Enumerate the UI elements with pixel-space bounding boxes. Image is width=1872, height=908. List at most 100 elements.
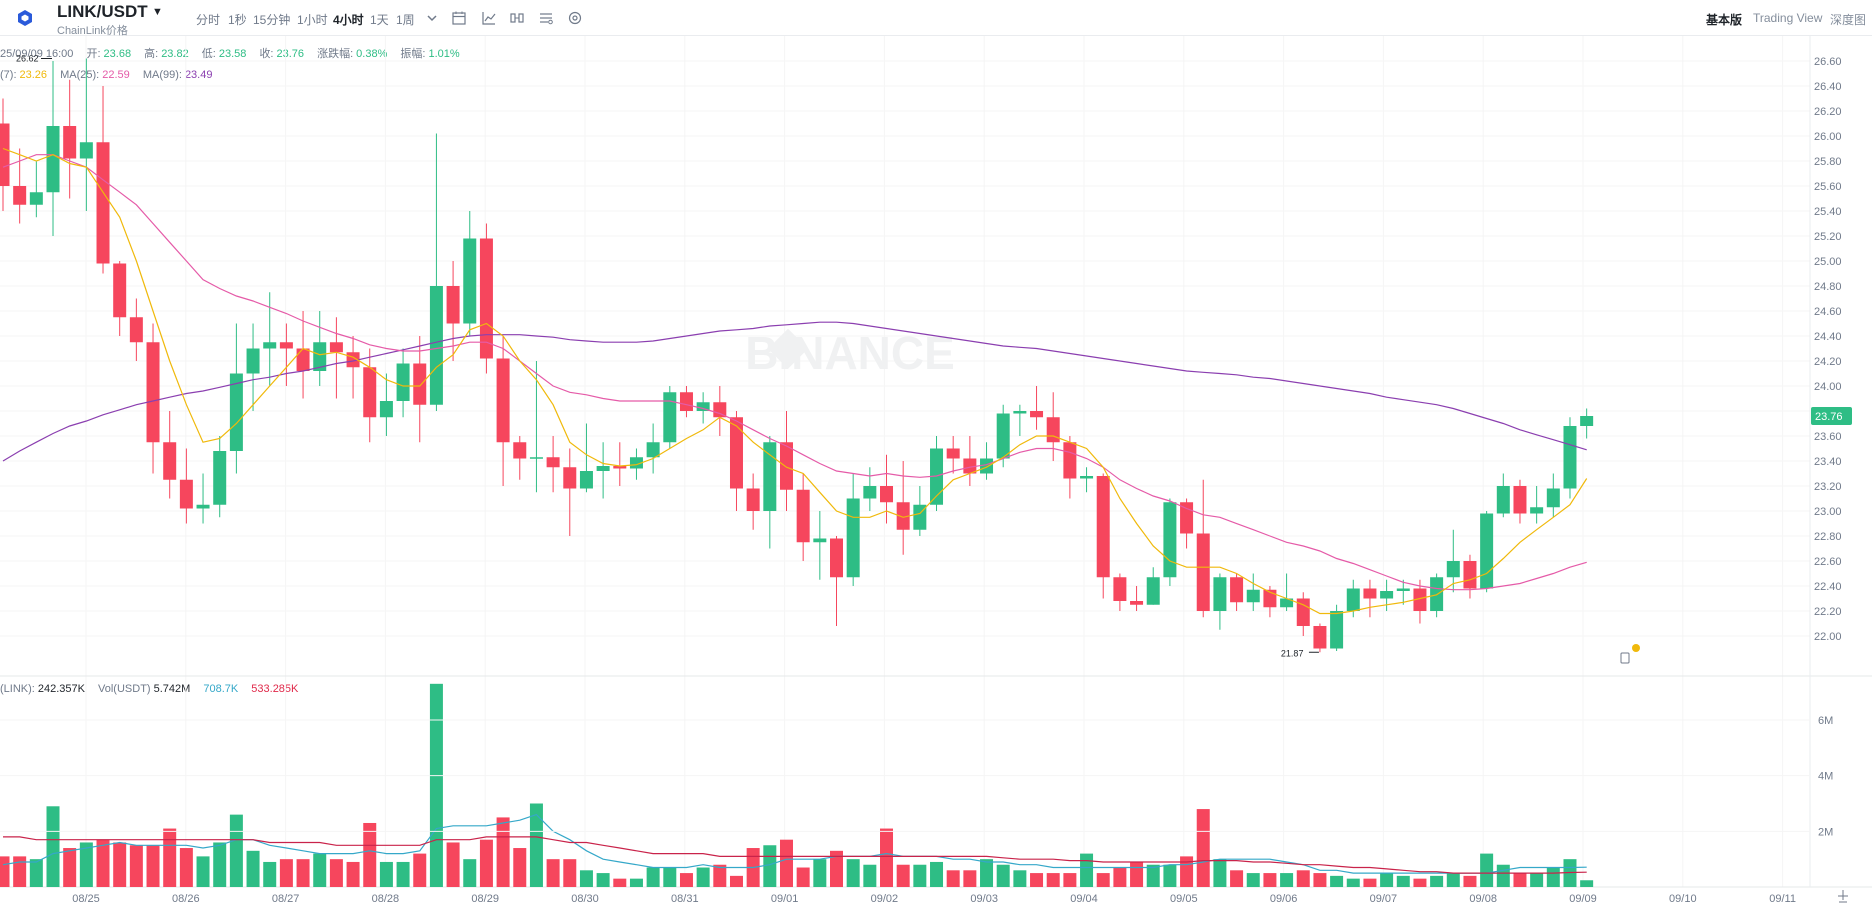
volume-tick-label: 2M (1818, 826, 1833, 838)
candle-body (663, 392, 677, 443)
volume-bar (196, 856, 210, 887)
pair-title[interactable]: LINK/USDT (57, 2, 148, 21)
candle-body (563, 467, 577, 489)
price-tick-label: 25.60 (1814, 181, 1842, 193)
volume-bar (96, 839, 110, 887)
change-label: 涨跌幅: (317, 48, 354, 60)
compare-icon[interactable] (509, 10, 525, 26)
volume-bar (1296, 870, 1310, 887)
coin-subtitle[interactable]: ChainLink价格 (57, 25, 128, 37)
price-tick-label: 23.00 (1814, 506, 1842, 518)
candle-date: 25/09/09 16:00 (0, 48, 74, 60)
candle-body (1446, 561, 1460, 578)
tf-15m[interactable]: 15分钟 (253, 13, 291, 27)
price-tick-label: 24.80 (1814, 281, 1842, 293)
pair-dropdown-icon[interactable]: ▼ (152, 6, 163, 18)
tab-depth[interactable]: 深度图 (1830, 13, 1867, 27)
candle-body (646, 442, 660, 458)
gear-icon[interactable] (567, 10, 583, 26)
vol-label: (LINK): (0, 683, 35, 695)
volume-bar (1580, 880, 1594, 887)
candle-body (429, 286, 443, 405)
tf-1w[interactable]: 1周 (396, 13, 415, 27)
candle-body (579, 471, 593, 489)
volume-bar (279, 859, 293, 887)
volume-bar (13, 856, 27, 887)
volume-bar (1096, 873, 1110, 887)
volume-bar (1313, 873, 1327, 887)
volume-bar (1346, 878, 1360, 887)
volume-bar (813, 859, 827, 887)
high-marker-label: 26.62 (16, 54, 39, 64)
price-tick-label: 23.40 (1814, 456, 1842, 468)
open-label: 开: (86, 48, 101, 60)
volume-bar (1513, 873, 1527, 887)
price-tick-label: 26.00 (1814, 131, 1842, 143)
volume-bar (763, 845, 777, 887)
settings-list-icon[interactable] (538, 10, 554, 26)
tf-fenshi[interactable]: 分时 (196, 13, 221, 27)
candle-body (1346, 588, 1360, 611)
tf-1d[interactable]: 1天 (370, 13, 389, 27)
candle-body (63, 126, 77, 159)
candle-body (1363, 588, 1377, 599)
volume-bar (79, 842, 93, 887)
date-tick-label: 08/26 (172, 893, 200, 905)
candle-body (29, 192, 43, 205)
more-timeframes-icon[interactable] (424, 10, 440, 26)
price-tick-label: 25.40 (1814, 206, 1842, 218)
candle-body (846, 498, 860, 578)
chainlink-logo-icon (18, 10, 32, 26)
candle-body (479, 238, 493, 359)
candle-body (1163, 502, 1177, 578)
candle-body (629, 457, 643, 469)
candle-body (1013, 411, 1027, 414)
volume-bar (429, 683, 443, 887)
date-tick-label: 08/25 (72, 893, 100, 905)
low-marker-label: 21.87 (1281, 648, 1304, 658)
candle-body (229, 373, 243, 451)
calendar-icon[interactable] (451, 10, 467, 26)
volume-bar (313, 853, 327, 887)
tf-1h[interactable]: 1小时 (297, 13, 328, 27)
tf-4h[interactable]: 4小时 (333, 13, 364, 27)
volume-bar (596, 873, 610, 887)
tab-tradingview[interactable]: Trading View (1753, 11, 1823, 25)
candle-body (779, 442, 793, 490)
volume-bar (1530, 873, 1544, 887)
candle-body (163, 442, 177, 480)
candle-body (546, 457, 560, 468)
volume-ma2-line (3, 836, 1587, 874)
volume-bar (29, 859, 43, 887)
volume-legend: (LINK): 242.357K Vol(USDT) 5.742M 708.7K 5… (0, 683, 308, 695)
volume-bar (846, 859, 860, 887)
candle-body (46, 126, 60, 193)
price-tick-label: 24.20 (1814, 356, 1842, 368)
candle-body (679, 392, 693, 411)
candle-body (413, 363, 427, 405)
volume-bar (1046, 873, 1060, 887)
candle-body (146, 342, 160, 443)
tf-1s[interactable]: 1秒 (228, 13, 247, 27)
axis-expand-icon (1838, 890, 1848, 903)
ohlc-legend: 25/09/09 16:00 开: 23.68 高: 23.82 低: 23.58 收… (0, 45, 470, 61)
indicator-icon[interactable] (481, 10, 497, 26)
volume-bar (1196, 809, 1210, 887)
price-tick-label: 25.80 (1814, 156, 1842, 168)
candlestick-chart[interactable]: BINANCE26.6221.8726.6026.4026.2026.0025.… (0, 36, 1872, 908)
tab-basic[interactable]: 基本版 (1706, 13, 1743, 27)
low-value: 23.58 (218, 48, 247, 60)
candle-body (279, 342, 293, 349)
volume-bar (1213, 859, 1227, 887)
price-tick-label: 23.60 (1814, 431, 1842, 443)
candle-body (813, 538, 827, 543)
volume-bar (896, 864, 910, 887)
volume-bar (1463, 875, 1477, 887)
volume-bar (1146, 864, 1160, 887)
volume-bar (996, 864, 1010, 887)
price-tick-label: 22.40 (1814, 581, 1842, 593)
ma-legend: (7): 23.26 MA(25): 22.59 MA(99): 23.49 (0, 69, 222, 81)
volume-bar (1496, 864, 1510, 887)
candle-body (930, 448, 944, 505)
date-tick-label: 09/03 (970, 893, 998, 905)
